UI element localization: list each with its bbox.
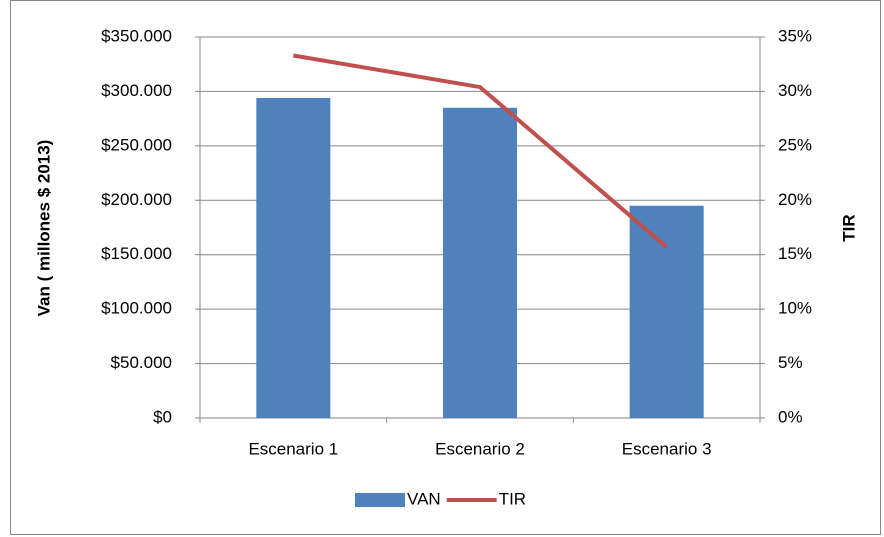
line	[292, 53, 668, 249]
y2-tick-label: 35%	[778, 26, 812, 45]
x-tick-label: Escenario 2	[435, 439, 525, 458]
y-tick-label: $200.000	[101, 190, 172, 209]
y-tick-label: $0	[153, 407, 172, 426]
y-tick-label: $100.000	[101, 299, 172, 318]
legend-label: VAN	[407, 489, 441, 508]
y-tick-label: $300.000	[101, 81, 172, 100]
x-tick-label: Escenario 1	[248, 439, 338, 458]
y2-tick-label: 20%	[778, 190, 812, 209]
y2-tick-label: 0%	[778, 407, 803, 426]
x-tick-label: Escenario 3	[622, 439, 712, 458]
legend-swatch	[355, 493, 405, 507]
y2-tick-label: 15%	[778, 244, 812, 263]
y-tick-label: $350.000	[101, 26, 172, 45]
y2-axis-title: TIR	[839, 214, 858, 241]
y-tick-label: $150.000	[101, 244, 172, 263]
bar	[629, 205, 704, 418]
bar	[256, 97, 331, 419]
y-axis-title: Van ( millones $ 2013)	[34, 140, 53, 317]
y-tick-label: $250.000	[101, 135, 172, 154]
y2-tick-label: 5%	[778, 353, 803, 372]
y2-tick-label: 30%	[778, 81, 812, 100]
y2-tick-label: 25%	[778, 135, 812, 154]
bar	[443, 107, 517, 418]
y2-tick-label: 10%	[778, 299, 812, 318]
y-tick-label: $50.000	[111, 353, 172, 372]
legend-label: TIR	[499, 489, 526, 508]
